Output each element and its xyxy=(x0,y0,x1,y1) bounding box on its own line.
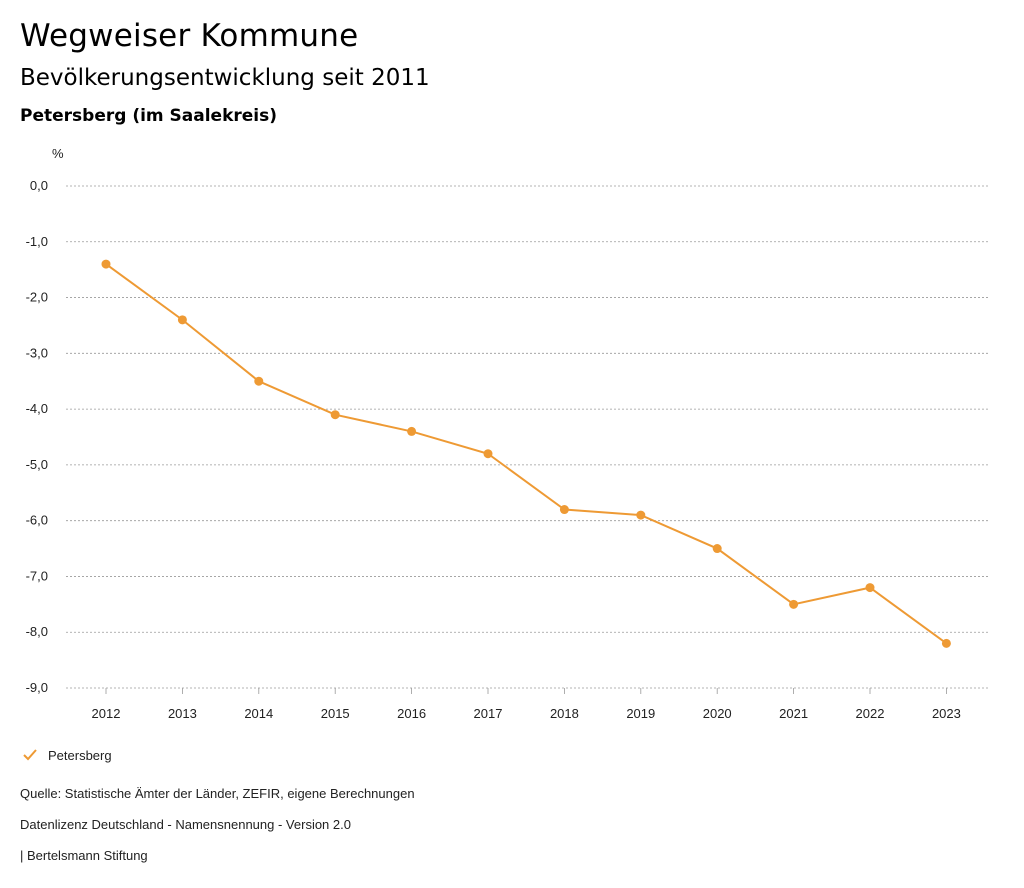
check-icon xyxy=(23,749,37,761)
license-note: Datenlizenz Deutschland - Namensnennung … xyxy=(20,817,351,832)
data-point[interactable] xyxy=(177,315,187,325)
data-point[interactable] xyxy=(636,510,646,520)
source-note: Quelle: Statistische Ämter der Länder, Z… xyxy=(20,786,415,801)
y-tick-label: -8,0 xyxy=(26,624,48,639)
y-tick-label: -4,0 xyxy=(26,401,48,416)
series-line xyxy=(105,263,947,645)
data-point[interactable] xyxy=(483,449,493,459)
y-axis-label: % xyxy=(52,146,64,161)
data-point[interactable] xyxy=(559,505,569,515)
gridlines xyxy=(66,185,990,689)
y-tick-label: -7,0 xyxy=(26,568,48,583)
x-tick-label: 2017 xyxy=(474,706,503,721)
y-tick-label: -6,0 xyxy=(26,513,48,528)
legend-label: Petersberg xyxy=(48,747,112,763)
x-axis-ticks: 2012 2013 2014 2015 2016 2017 2018 2019 2020 2021… xyxy=(92,688,961,721)
x-tick-label: 2012 xyxy=(92,706,121,721)
data-point[interactable] xyxy=(330,410,340,420)
data-point[interactable] xyxy=(254,376,264,386)
data-point[interactable] xyxy=(712,544,722,554)
page-title: Wegweiser Kommune xyxy=(20,18,359,54)
y-tick-label: -2,0 xyxy=(26,290,48,305)
line-chart: % 0,0 -1,0 -2,0 -3,0 -4,0 -5,0 -6,0 -7,0 -8,0 -9,… xyxy=(26,146,990,721)
x-tick-label: 2022 xyxy=(856,706,885,721)
x-tick-label: 2020 xyxy=(703,706,732,721)
x-tick-label: 2023 xyxy=(932,706,961,721)
y-tick-label: -5,0 xyxy=(26,457,48,472)
data-point[interactable] xyxy=(865,583,875,593)
region-label: Petersberg (im Saalekreis) xyxy=(20,106,278,126)
y-axis-ticks: 0,0 -1,0 -2,0 -3,0 -4,0 -5,0 -6,0 -7,0 -8,0 -9,0 xyxy=(26,178,48,695)
chart-subtitle: Bevölkerungsentwicklung seit 2011 xyxy=(20,65,430,91)
data-point[interactable] xyxy=(407,426,417,436)
y-tick-label: -3,0 xyxy=(26,345,48,360)
series-group xyxy=(101,259,951,648)
x-tick-label: 2013 xyxy=(168,706,197,721)
data-point[interactable] xyxy=(941,638,951,648)
y-tick-label: 0,0 xyxy=(30,178,48,193)
x-tick-label: 2014 xyxy=(244,706,273,721)
x-tick-label: 2021 xyxy=(779,706,808,721)
data-point[interactable] xyxy=(101,259,111,269)
publisher-note: | Bertelsmann Stiftung xyxy=(20,848,148,863)
x-tick-label: 2015 xyxy=(321,706,350,721)
y-tick-label: -1,0 xyxy=(26,234,48,249)
x-tick-label: 2019 xyxy=(626,706,655,721)
data-point[interactable] xyxy=(789,599,799,609)
x-tick-label: 2018 xyxy=(550,706,579,721)
y-tick-label: -9,0 xyxy=(26,680,48,695)
x-tick-label: 2016 xyxy=(397,706,426,721)
legend[interactable]: Petersberg xyxy=(22,745,112,765)
